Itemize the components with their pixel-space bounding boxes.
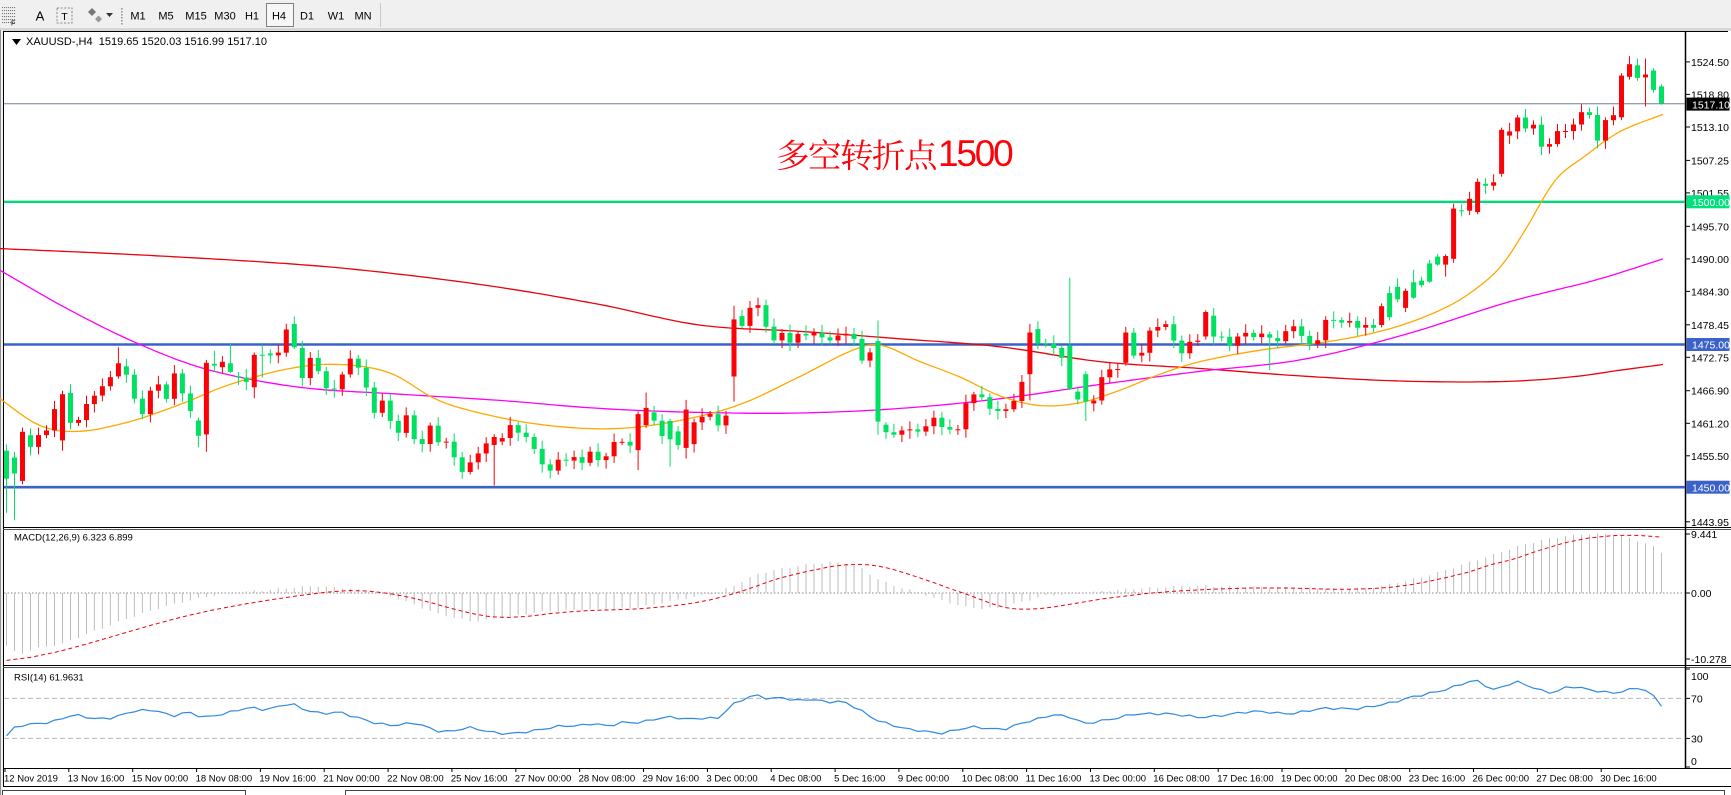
svg-text:21 Nov 00:00: 21 Nov 00:00 [323,774,380,785]
svg-text:F: F [11,21,15,28]
svg-text:15 Nov 00:00: 15 Nov 00:00 [132,774,189,785]
svg-text:22 Nov 08:00: 22 Nov 08:00 [387,774,444,785]
svg-text:27 Nov 00:00: 27 Nov 00:00 [515,774,572,785]
svg-text:M15: M15 [185,11,206,23]
svg-text:70: 70 [1691,693,1703,705]
svg-text:5 Dec 16:00: 5 Dec 16:00 [834,774,885,785]
svg-text:29 Nov 16:00: 29 Nov 16:00 [643,774,700,785]
svg-text:H4: H4 [272,11,286,23]
svg-text:1490.00: 1490.00 [1691,254,1729,266]
svg-text:1517.10: 1517.10 [1692,99,1730,111]
svg-text:18 Nov 08:00: 18 Nov 08:00 [196,774,253,785]
svg-text:0.00: 0.00 [1691,588,1712,600]
svg-text:1500.00: 1500.00 [1692,197,1730,209]
svg-text:3 Dec 00:00: 3 Dec 00:00 [706,774,757,785]
svg-text:30: 30 [1691,733,1703,745]
svg-text:1461.20: 1461.20 [1691,418,1729,430]
svg-text:4 Dec 08:00: 4 Dec 08:00 [770,774,821,785]
svg-text:23 Dec 16:00: 23 Dec 16:00 [1409,774,1466,785]
svg-text:26 Dec 00:00: 26 Dec 00:00 [1473,774,1530,785]
svg-text:28 Nov 08:00: 28 Nov 08:00 [579,774,636,785]
svg-text:1524.50: 1524.50 [1691,57,1729,69]
svg-text:11 Dec 16:00: 11 Dec 16:00 [1026,774,1082,785]
svg-text:100: 100 [1691,671,1709,683]
svg-text:1475.00: 1475.00 [1692,340,1730,352]
svg-text:0: 0 [1691,756,1697,768]
svg-text:1455.50: 1455.50 [1691,451,1729,463]
svg-text:RSI(14) 61.9631: RSI(14) 61.9631 [14,673,84,684]
svg-text:W1: W1 [328,11,345,23]
svg-text:1513.10: 1513.10 [1691,122,1729,134]
svg-text:9 Dec 00:00: 9 Dec 00:00 [898,774,949,785]
svg-text:H1: H1 [245,11,259,23]
svg-text:9.441: 9.441 [1691,529,1717,541]
svg-text:1450.00: 1450.00 [1692,482,1730,494]
svg-text:1495.70: 1495.70 [1691,221,1729,233]
svg-text:13 Nov 16:00: 13 Nov 16:00 [68,774,125,785]
svg-text:XAUUSD-,H4 1519.65 1520.03 15: XAUUSD-,H4 1519.65 1520.03 1516.99 1517.… [26,36,267,48]
svg-text:13 Dec 00:00: 13 Dec 00:00 [1090,774,1147,785]
svg-text:-10.278: -10.278 [1691,654,1727,666]
svg-text:20 Dec 08:00: 20 Dec 08:00 [1345,774,1402,785]
svg-text:16 Dec 08:00: 16 Dec 08:00 [1153,774,1210,785]
svg-text:MN: MN [354,11,371,23]
svg-text:M1: M1 [130,11,145,23]
svg-text:30 Dec 16:00: 30 Dec 16:00 [1600,774,1657,785]
svg-text:25 Nov 16:00: 25 Nov 16:00 [451,774,508,785]
svg-text:MACD(12,26,9) 6.323 6.899: MACD(12,26,9) 6.323 6.899 [14,533,133,544]
svg-text:1472.75: 1472.75 [1691,352,1729,364]
svg-text:1466.90: 1466.90 [1691,386,1729,398]
svg-text:12 Nov 2019: 12 Nov 2019 [4,774,58,785]
svg-text:T: T [61,11,68,23]
svg-text:1484.30: 1484.30 [1691,286,1729,298]
svg-text:D1: D1 [300,11,314,23]
svg-text:1478.45: 1478.45 [1691,320,1729,332]
svg-text:19 Dec 00:00: 19 Dec 00:00 [1281,774,1338,785]
svg-text:27 Dec 08:00: 27 Dec 08:00 [1536,774,1593,785]
svg-text:10 Dec 08:00: 10 Dec 08:00 [962,774,1019,785]
svg-text:17 Dec 16:00: 17 Dec 16:00 [1217,774,1274,785]
svg-text:19 Nov 16:00: 19 Nov 16:00 [259,774,316,785]
svg-text:1507.25: 1507.25 [1691,155,1729,167]
svg-text:M5: M5 [158,11,173,23]
svg-text:1500: 1500 [938,133,1013,174]
svg-text:A: A [36,9,45,24]
svg-text:M30: M30 [214,11,235,23]
svg-text:1443.95: 1443.95 [1691,517,1729,529]
